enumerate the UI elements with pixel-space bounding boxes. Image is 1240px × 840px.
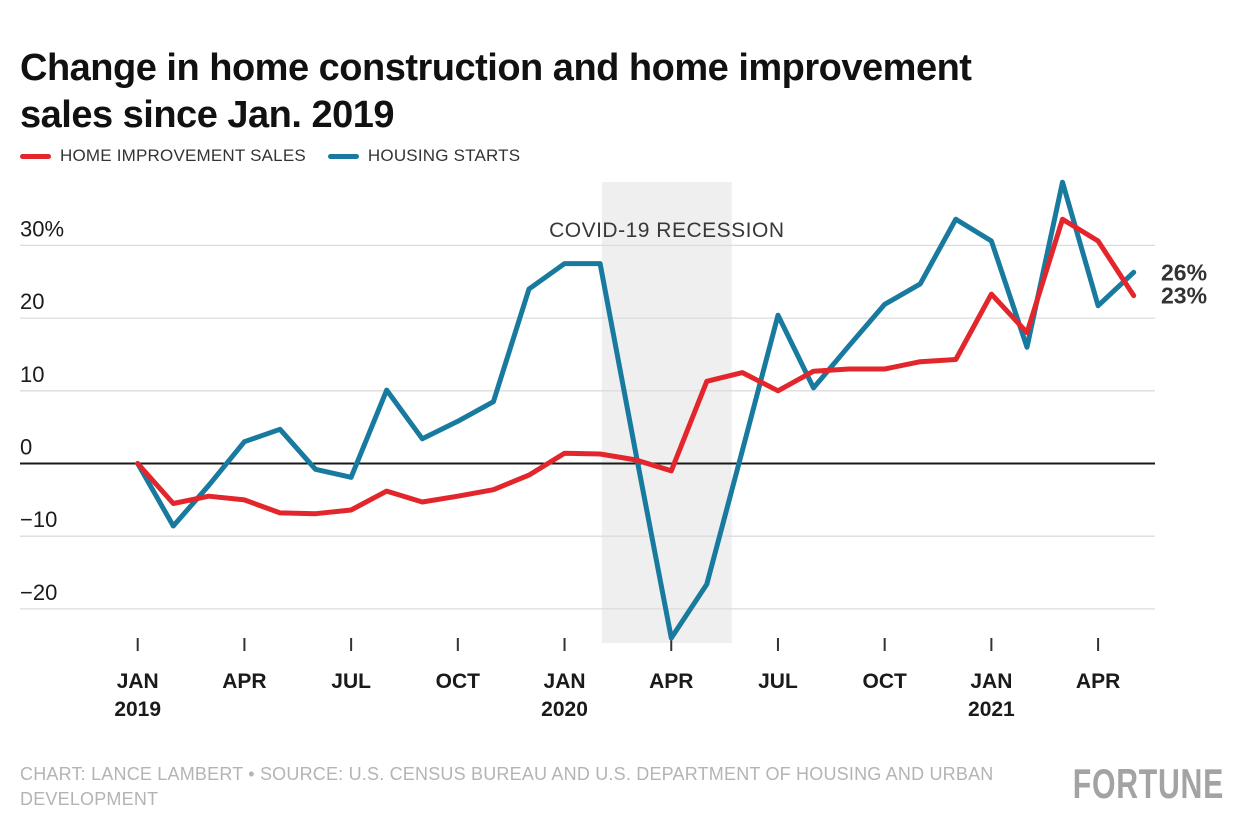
end-value-label: 26% (1161, 259, 1207, 285)
series-line-housing-starts (135, 179, 1137, 641)
x-axis-label: JAN (970, 670, 1012, 693)
title-line-1: Change in home construction and home imp… (20, 47, 972, 90)
title-line-2: sales since Jan. 2019 (20, 93, 395, 136)
legend-label-housing-starts: HOUSING STARTS (367, 146, 521, 165)
x-axis-label: APR (222, 670, 266, 693)
legend: HOME IMPROVEMENT SALES HOUSING STARTS (20, 146, 520, 166)
y-axis-label: 0 (20, 435, 32, 460)
x-axis-label: JUL (758, 670, 798, 693)
y-axis-label: −10 (20, 507, 57, 532)
x-axis-year-label: 2020 (541, 698, 588, 721)
x-axis-label: APR (649, 670, 693, 693)
x-axis-label: OCT (863, 670, 908, 693)
legend-item-home-improvement: HOME IMPROVEMENT SALES (20, 146, 306, 166)
y-axis-label: 20 (20, 289, 44, 314)
fortune-logo: FORTUNE (1072, 760, 1224, 807)
x-axis-year-label: 2021 (968, 698, 1015, 721)
footer-credit: CHART: LANCE LAMBERT • SOURCE: U.S. CENS… (20, 764, 994, 810)
recession-label: COVID-19 RECESSION (549, 219, 784, 242)
line-chart: 30% 20 10 0 −10 −20 JAN 2019 APR JUL OCT JAN 2020 APR… (20, 179, 1207, 721)
series-line-home-improvement-sales (135, 216, 1137, 517)
y-axis-label: −20 (20, 580, 57, 605)
y-axis-label: 30% (20, 216, 64, 241)
end-value-label: 23% (1161, 283, 1207, 309)
x-axis-label: OCT (436, 670, 481, 693)
x-axis-label: JUL (331, 670, 371, 693)
legend-swatch-blue (327, 153, 359, 159)
recession-band (601, 182, 732, 643)
x-axis-label: JAN (544, 670, 586, 693)
y-axis-label: 10 (20, 362, 44, 387)
page-title: Change in home construction and home imp… (20, 45, 1190, 138)
x-axis-label: JAN (117, 670, 159, 693)
x-axis-label: APR (1076, 670, 1120, 693)
legend-swatch-red (20, 153, 51, 159)
legend-item-housing-starts: HOUSING STARTS (327, 146, 521, 166)
x-axis-year-label: 2019 (114, 698, 161, 721)
legend-label-home-improvement: HOME IMPROVEMENT SALES (60, 146, 306, 165)
